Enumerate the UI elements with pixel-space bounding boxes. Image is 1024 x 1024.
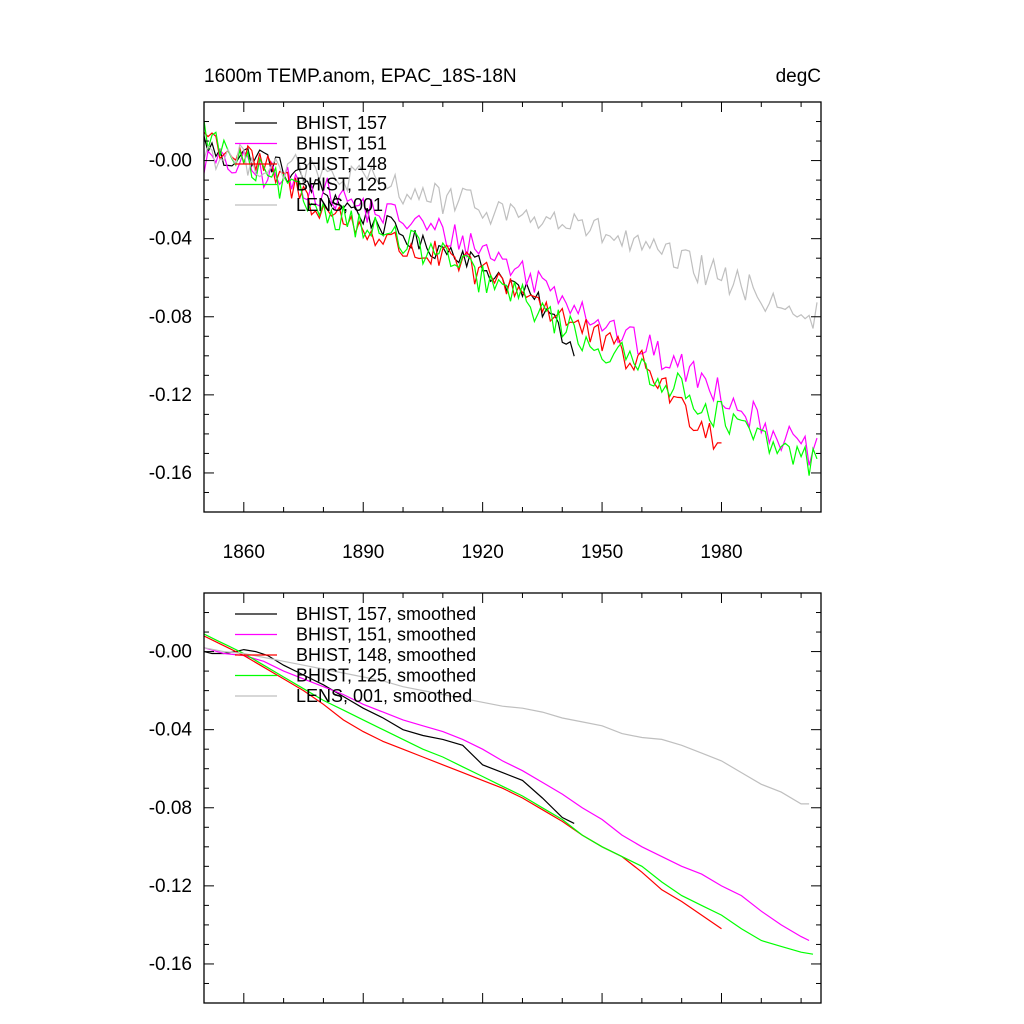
y-tick-label: -0.08 [149,798,192,819]
y-tick-label: -0.16 [149,463,192,484]
y-tick-label: -0.12 [149,876,192,897]
series-line-bhist-148-smoothed [203,635,722,930]
x-tick-label: 1920 [462,542,504,563]
x-tick-label: 1890 [342,542,384,563]
legend-label: BHIST, 125, smoothed [296,666,476,686]
legend-label: BHIST, 157 [296,113,387,133]
series-line-bhist-157 [203,135,575,357]
series-line-bhist-157-smoothed [203,648,575,824]
plot-frame [203,101,822,513]
series-line-lens-001-smoothed [203,647,810,805]
chart-header: 1600m TEMP.anom, EPAC_18S-18N degC [204,66,821,87]
series-line-bhist-125 [203,120,818,476]
y-tick-label: -0.08 [149,307,192,328]
y-tick-label: -0.04 [149,229,193,250]
y-tick-label: -0.00 [149,642,192,663]
units-label: degC [776,66,821,87]
legend-label: BHIST, 148 [296,154,387,174]
legend-label: BHIST, 157, smoothed [296,604,476,624]
legend-label: BHIST, 148, smoothed [296,645,476,665]
legend-label: LENS, 001, smoothed [296,686,472,706]
chart-title: 1600m TEMP.anom, EPAC_18S-18N [204,66,517,87]
series-line-lens-001 [203,143,818,329]
series-line-bhist-151 [203,148,818,466]
legend-label: BHIST, 151 [296,134,387,154]
y-tick-label: -0.16 [149,954,192,975]
legend-label: BHIST, 151, smoothed [296,625,476,645]
bottom-panel: -0.00 -0.04 -0.08 -0.12 -0.16 BHIST, 157, smo… [149,592,822,1004]
x-tick-label: 1980 [700,542,742,563]
series-line-bhist-148 [203,131,722,451]
plot-frame [203,592,822,1004]
series-group [203,120,818,476]
top-panel: -0.00 -0.04 -0.08 -0.12 -0.16 1860 1890 1920 195… [149,101,822,563]
series-group [203,633,814,955]
y-tick-label: -0.00 [149,151,192,172]
y-tick-label: -0.04 [149,720,193,741]
legend-label: LENS, 001 [296,195,383,215]
series-line-bhist-125-smoothed [203,633,814,955]
x-tick-label: 1860 [223,542,265,563]
x-tick-label: 1950 [581,542,623,563]
series-line-bhist-151-smoothed [203,647,810,942]
y-tick-label: -0.12 [149,385,192,406]
legend-label: BHIST, 125 [296,175,387,195]
